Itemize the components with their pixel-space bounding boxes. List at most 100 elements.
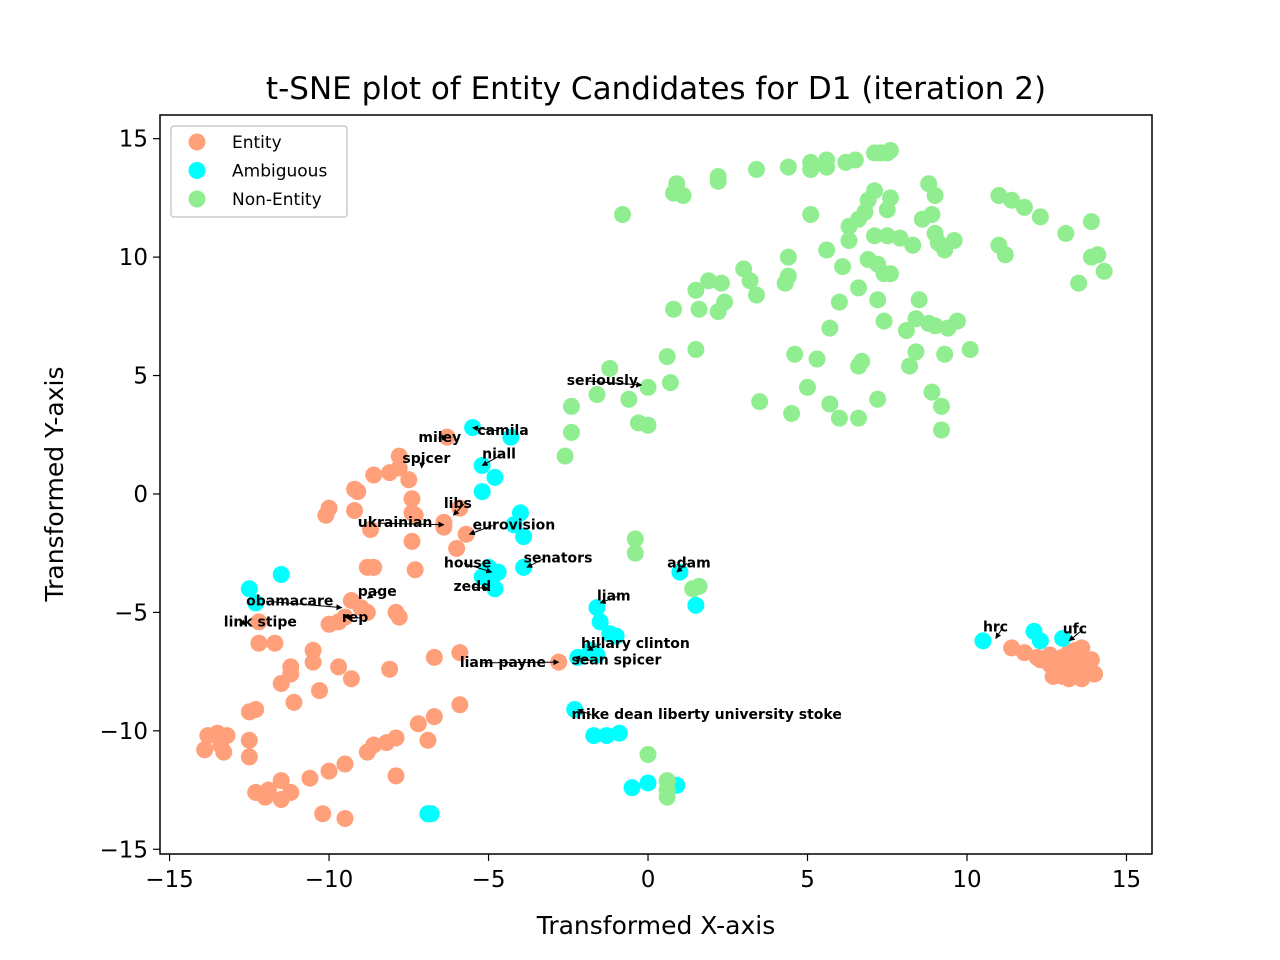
data-point [1089, 246, 1107, 264]
data-point [846, 151, 864, 169]
legend-entry: Entity [188, 133, 282, 153]
data-point [869, 390, 887, 408]
legend-marker [188, 190, 206, 208]
x-tick-label: −15 [145, 867, 194, 893]
data-point [614, 205, 632, 223]
data-point [314, 805, 332, 823]
data-point [878, 144, 896, 162]
y-tick-label: 15 [119, 127, 148, 153]
y-axis-label: Transformed Y-axis [40, 367, 69, 603]
data-point [741, 272, 759, 290]
data-point [639, 746, 657, 764]
y-axis-ticks: −15 −10 −5 0 5 10 15 [99, 127, 160, 863]
annotation-arrow [577, 708, 592, 716]
annotation-arrow [676, 563, 688, 573]
data-point [610, 724, 628, 742]
data-point [1031, 208, 1049, 226]
data-point [1054, 629, 1072, 647]
data-point [304, 653, 322, 671]
data-point [936, 241, 954, 259]
annotation: miley [418, 430, 461, 446]
data-point [974, 632, 992, 650]
data-point [690, 577, 708, 595]
x-axis-label: Transformed X-axis [536, 911, 776, 940]
annotation-label: page [358, 584, 397, 600]
data-point [358, 603, 376, 621]
data-point [961, 340, 979, 358]
data-point [588, 646, 606, 664]
data-point [330, 658, 348, 676]
data-point [346, 502, 364, 520]
data-point [802, 205, 820, 223]
x-tick-label: −5 [472, 867, 506, 893]
annotation-arrow [463, 562, 493, 574]
annotation-arrow [266, 600, 343, 611]
data-point [878, 227, 896, 245]
data-point [240, 580, 258, 598]
data-point [923, 383, 941, 401]
plot-area: seriously camila miley niall spicer libs ukrai… [159, 114, 1153, 855]
annotation-arrow [438, 434, 448, 441]
data-point [419, 731, 437, 749]
data-point [473, 483, 491, 501]
data-point [926, 187, 944, 205]
data-point [932, 421, 950, 439]
annotation-label: spicer [402, 451, 450, 467]
annotation-label: hrc [983, 619, 1008, 635]
annotation: senators [524, 551, 592, 568]
data-point [747, 160, 765, 178]
annotation: page [358, 584, 397, 600]
annotation-arrow [481, 454, 503, 466]
data-point [505, 516, 523, 534]
data-point [272, 674, 290, 692]
data-point [406, 561, 424, 579]
data-point [700, 272, 718, 290]
annotation-arrow [1068, 629, 1084, 642]
data-point [240, 731, 258, 749]
data-point [247, 701, 265, 719]
data-point [751, 393, 769, 411]
y-tick-label: 10 [119, 245, 148, 271]
annotation: eurovision [468, 518, 556, 536]
annotation-label: rep [342, 610, 368, 626]
annotation-label: seriously [567, 373, 638, 389]
data-point [381, 464, 399, 482]
data-point [336, 755, 354, 773]
data-point [850, 279, 868, 297]
data-point [639, 416, 657, 434]
data-point [620, 390, 638, 408]
data-point [830, 293, 848, 311]
annotation-arrow [419, 459, 426, 469]
annotation: house [444, 555, 493, 574]
annotation: link stipe [224, 615, 297, 631]
data-point [266, 634, 284, 652]
annotation-arrow [526, 558, 544, 568]
data-point [240, 748, 258, 766]
x-tick-label: 0 [641, 867, 656, 893]
data-point [821, 319, 839, 337]
data-point [502, 428, 520, 446]
data-point [310, 682, 328, 700]
data-point [904, 236, 922, 254]
annotation-label: eurovision [473, 518, 556, 534]
data-point [1015, 198, 1033, 216]
y-tick-label: 0 [133, 482, 148, 508]
data-point [821, 395, 839, 413]
data-point [875, 312, 893, 330]
annotation: niall [481, 446, 516, 466]
data-point [390, 608, 408, 626]
data-point [830, 409, 848, 427]
data-point [362, 521, 380, 539]
annotation-arrow [479, 659, 560, 666]
annotation: mike dean liberty university stoke [571, 707, 841, 723]
data-point [709, 303, 727, 321]
data-point [607, 627, 625, 645]
data-point [834, 258, 852, 276]
legend-entry: Non-Entity [188, 190, 322, 210]
data-point [948, 312, 966, 330]
x-tick-label: 15 [1112, 867, 1141, 893]
data-point [853, 352, 871, 370]
data-point [709, 172, 727, 190]
data-point [381, 660, 399, 678]
data-point [403, 490, 421, 508]
